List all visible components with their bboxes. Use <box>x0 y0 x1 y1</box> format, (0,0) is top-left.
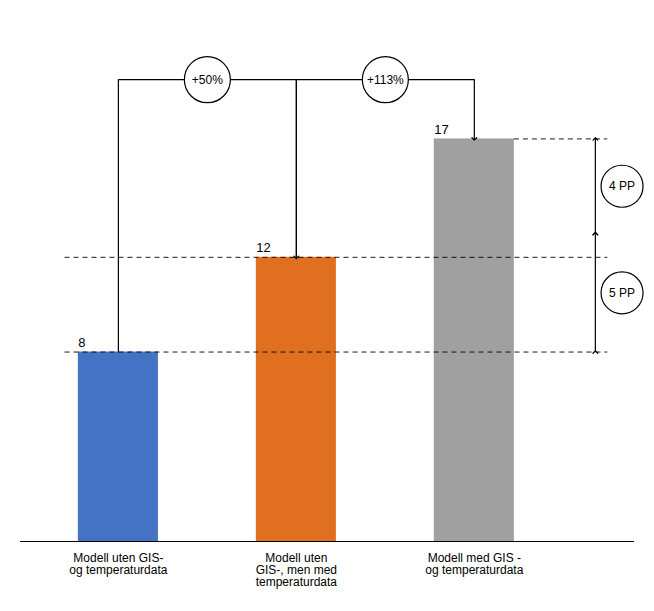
svg-text:+50%: +50% <box>192 73 223 87</box>
svg-text:4 PP: 4 PP <box>609 179 635 193</box>
svg-text:Modell med GIS -og temperaturd: Modell med GIS -og temperaturdata <box>425 551 523 577</box>
svg-text:+113%: +113% <box>367 73 404 87</box>
svg-text:Modell utenGIS-, men medtemper: Modell utenGIS-, men medtemperaturdata <box>256 551 338 589</box>
svg-text:5 PP: 5 PP <box>609 286 635 300</box>
svg-text:Modell uten GIS-og temperaturd: Modell uten GIS-og temperaturdata <box>69 551 167 577</box>
svg-text:8: 8 <box>78 335 85 350</box>
svg-text:17: 17 <box>434 122 448 137</box>
svg-text:12: 12 <box>256 240 270 255</box>
